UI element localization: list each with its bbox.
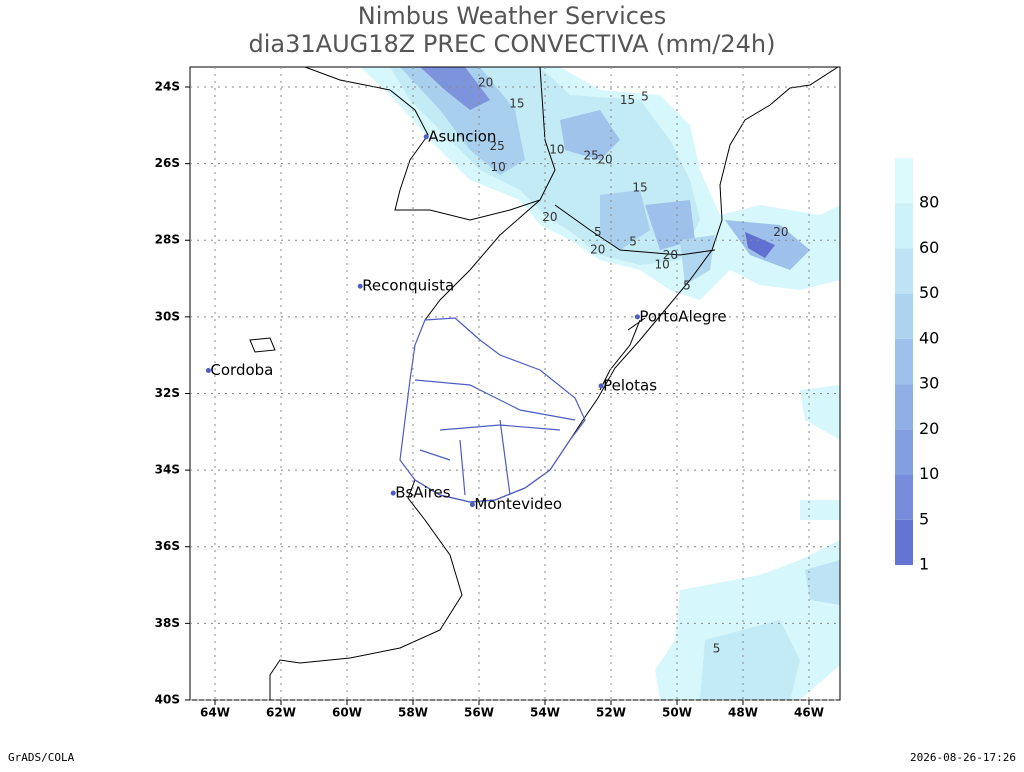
city-label: Montevideo [474,495,562,513]
colorbar-swatch [895,384,913,430]
lon-tick-label: 60W [332,706,362,720]
contour-label: 10 [490,160,505,174]
contour-label: 20 [663,248,678,262]
colorbar-label: 10 [919,464,939,483]
map-frame [189,66,841,701]
lon-tick-label: 64W [200,706,230,720]
city-label: Reconquista [362,277,454,295]
colorbar-label: 80 [919,193,939,212]
colorbar-label: 40 [919,328,939,347]
lat-tick-label: 34S [155,463,180,477]
city-marker [390,490,396,496]
colorbar-label: 30 [919,374,939,393]
lon-tick-label: 54W [530,706,560,720]
lon-tick-label: 56W [464,706,494,720]
colorbar-label: 50 [919,283,939,302]
contour-label: 15 [509,97,524,111]
city-marker [357,283,363,289]
colorbar-swatch [895,474,913,520]
contour-label: 5 [641,89,649,103]
lon-tick-label: 52W [596,706,626,720]
colorbar-label: 20 [919,419,939,438]
colorbar-swatch [895,248,913,294]
colorbar-label: 5 [919,509,929,528]
city-marker [469,502,475,508]
lat-tick-label: 26S [155,156,180,170]
contour-label: 5 [713,642,721,656]
lon-tick-label: 48W [728,706,758,720]
city-label: Cordoba [210,361,273,379]
lat-tick-label: 36S [155,539,180,553]
contour-label: 10 [549,143,564,157]
colorbar-label: 1 [919,555,929,574]
city-marker [598,383,604,389]
lon-tick-label: 50W [662,706,692,720]
city-marker [205,367,211,373]
lat-tick-label: 24S [155,80,180,94]
city-marker [634,314,640,320]
contour-label: 5 [683,279,691,293]
contour-label: 5 [594,225,602,239]
footer-right: 2026-08-26-17:26 [910,751,1016,764]
colorbar-swatch [895,203,913,249]
city-label: BsAires [395,484,451,502]
contour-label: 25 [490,139,505,153]
lat-tick-label: 30S [155,309,180,323]
city-marker [423,134,429,140]
city-label: PortoAlegre [639,307,726,325]
contour-label: 15 [620,93,635,107]
lat-tick-label: 40S [155,692,180,706]
contour-label: 20 [478,76,493,90]
city-label: Asuncion [428,127,496,145]
colorbar-swatch [895,429,913,475]
contour-label: 10 [655,258,670,272]
contour-label: 15 [632,181,647,195]
contour-label: 20 [590,242,605,256]
lon-tick-label: 46W [794,706,824,720]
colorbar-swatch [895,293,913,339]
lon-tick-label: 58W [398,706,428,720]
lat-tick-label: 28S [155,233,180,247]
subtitle: dia31AUG18Z PREC CONVECTIVA (mm/24h) [249,30,776,58]
contour-label: 20 [542,210,557,224]
lat-tick-label: 38S [155,616,180,630]
lon-tick-label: 62W [266,706,296,720]
contour-label: 20 [597,152,612,166]
footer-left: GrADS/COLA [8,751,75,764]
contour-label: 25 [584,148,599,162]
city-label: Pelotas [603,376,657,394]
lat-tick-label: 32S [155,386,180,400]
contour-label: 20 [773,225,788,239]
contour-label: 5 [629,235,637,249]
colorbar-swatch [895,338,913,385]
title: Nimbus Weather Services [358,2,666,30]
colorbar-swatch [895,519,913,565]
colorbar-swatch [895,158,913,204]
colorbar-label: 60 [919,238,939,257]
